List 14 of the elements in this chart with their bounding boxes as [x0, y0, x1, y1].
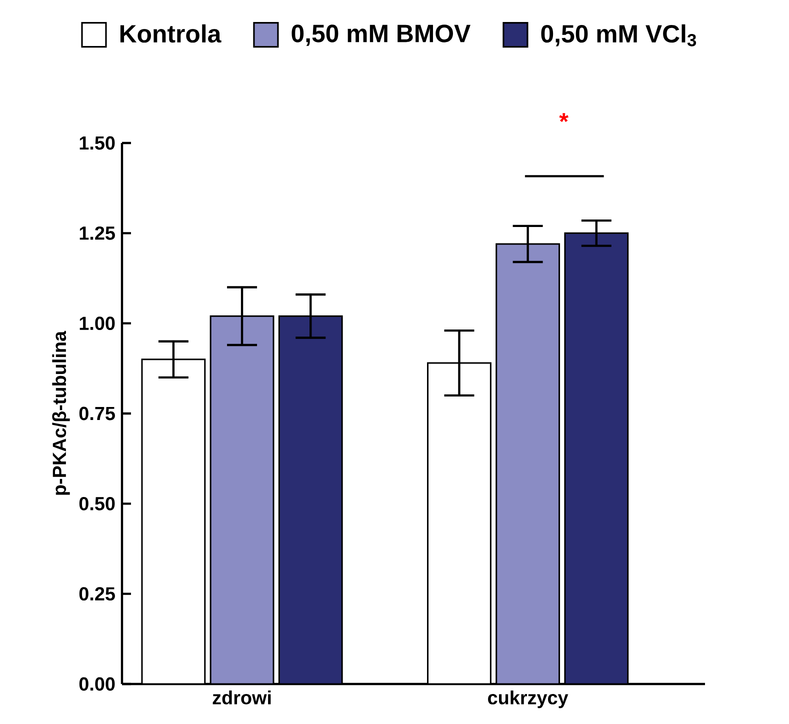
y-tick-label: 1.00 [80, 316, 115, 330]
legend-label: Kontrola [120, 24, 222, 43]
y-tick-label: 1.25 [80, 226, 115, 240]
y-tick-label: 0.75 [79, 406, 115, 420]
x-tick-label: zdrowi [212, 690, 271, 704]
y-tick-label: 1.50 [80, 136, 115, 150]
x-tick-label: cukrzycy [488, 690, 568, 708]
y-tick-label: 0.00 [79, 677, 115, 691]
y-tick-label: 0.50 [79, 496, 115, 510]
y-axis-title: p-PKAc/β-tubulina [52, 330, 70, 495]
legend-label: 0,50 mM VCl$_{3}$ [541, 24, 696, 46]
legend-label: 0,50 mM BMOV [292, 24, 470, 46]
y-tick-label: 0.25 [79, 587, 115, 601]
text: * [559, 113, 568, 122]
